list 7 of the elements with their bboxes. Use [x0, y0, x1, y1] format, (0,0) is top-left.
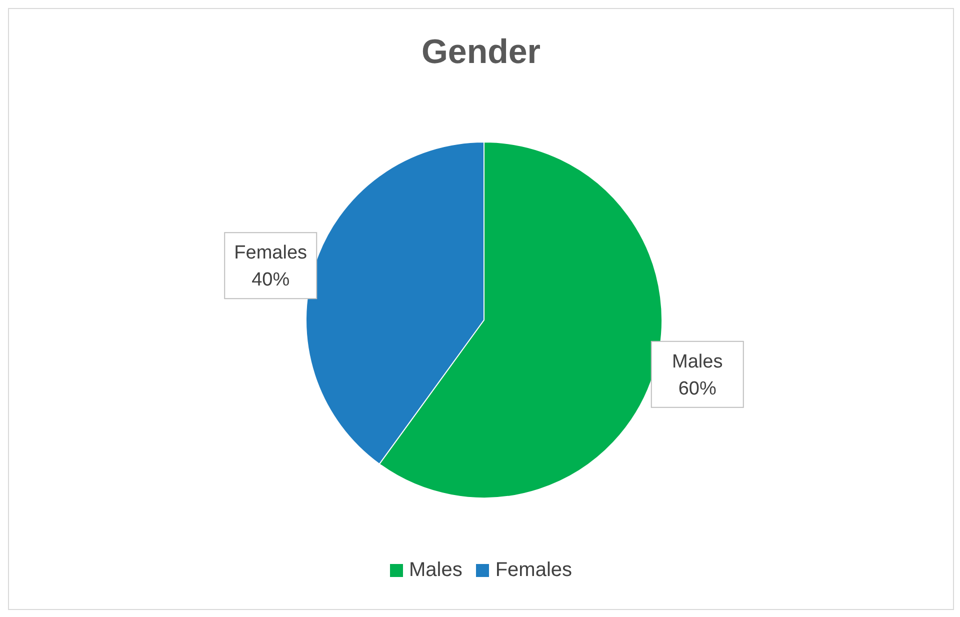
legend-label: Females — [495, 559, 572, 582]
slice-label: Males — [672, 351, 723, 372]
slice-label: Females — [234, 242, 308, 264]
chart-title: Gender — [420, 33, 542, 72]
data-label: 40% — [252, 270, 290, 291]
data-label: 60% — [678, 378, 717, 400]
legend-label: Males — [408, 559, 462, 582]
